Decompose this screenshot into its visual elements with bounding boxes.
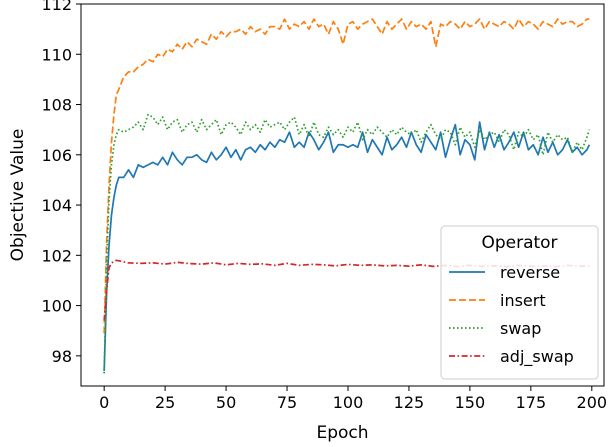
x-tick-label: 50 (216, 393, 236, 412)
legend-title: Operator (481, 233, 557, 253)
series-line-adj-swap (103, 259, 590, 321)
legend-entries: reverse insert swap adj_swap (449, 263, 574, 367)
y-axis-ticks: 98 100 102 104 106 108 110 112 (41, 0, 81, 366)
x-tick-label: 75 (277, 393, 297, 412)
x-axis-label: Epoch (316, 423, 368, 443)
legend: Operator reverse insert swap adj_swap (440, 225, 599, 380)
y-tick-label: 100 (41, 297, 72, 316)
series-line-reverse (103, 121, 591, 371)
x-tick-label: 25 (155, 393, 175, 412)
y-tick-label: 102 (41, 246, 72, 265)
y-tick-label: 110 (41, 45, 72, 64)
x-axis-ticks: 0 25 50 75 100 125 150 175 200 (99, 386, 607, 412)
legend-box (440, 225, 599, 380)
x-tick-label: 150 (455, 393, 486, 412)
legend-label-reverse: reverse (500, 263, 560, 282)
y-tick-label: 108 (41, 96, 72, 115)
x-tick-label: 200 (577, 393, 608, 412)
legend-label-adj-swap: adj_swap (500, 347, 574, 367)
y-tick-label: 98 (52, 347, 72, 366)
series-line-insert (103, 18, 590, 334)
y-tick-label: 112 (41, 0, 72, 14)
x-tick-label: 100 (333, 393, 364, 412)
x-tick-label: 175 (516, 393, 547, 412)
y-axis-label: Objective Value (8, 129, 28, 262)
plot-frame (80, 3, 605, 387)
series-line-swap (103, 113, 591, 374)
y-tick-label: 104 (41, 196, 72, 215)
legend-label-swap: swap (500, 319, 541, 338)
legend-label-insert: insert (500, 291, 546, 310)
x-tick-label: 0 (99, 393, 109, 412)
x-tick-label: 125 (394, 393, 425, 412)
y-tick-label: 106 (41, 146, 72, 165)
series-layer (103, 18, 591, 374)
